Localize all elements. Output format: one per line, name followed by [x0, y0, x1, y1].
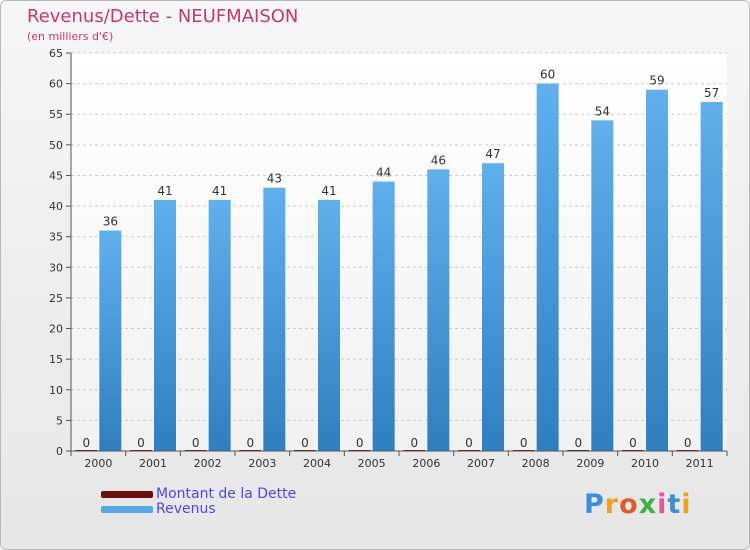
data-label-dette: 0	[411, 436, 419, 450]
data-labels: 0 36 0 41 0 41 0 43 0 41 0 44 0 46 0 47 0 60 0 54 0 59 0 57	[83, 68, 720, 450]
data-label-dette: 0	[629, 436, 637, 450]
logo-letter: i	[657, 489, 668, 520]
legend-item-revenus: Revenus	[101, 501, 216, 517]
x-tick-label: 2000	[84, 457, 112, 470]
bar-revenus	[482, 163, 504, 451]
logo-letter: o	[619, 489, 639, 520]
y-tick-label: 55	[49, 108, 63, 121]
y-tick-label: 25	[49, 292, 63, 305]
plot-area	[71, 53, 727, 451]
bar-revenus	[700, 101, 723, 451]
bar-revenus	[591, 120, 614, 451]
data-label-revenus: 44	[376, 166, 391, 180]
logo-letter: i	[681, 489, 692, 520]
y-tick-label: 45	[49, 169, 63, 182]
bar-revenus	[154, 199, 176, 451]
x-tick-label: 2006	[412, 457, 440, 470]
x-tick-label: 2008	[522, 457, 550, 470]
data-label-revenus: 47	[485, 147, 500, 161]
bar-revenus	[536, 83, 559, 451]
data-label-dette: 0	[192, 436, 200, 450]
data-label-revenus: 60	[540, 68, 555, 82]
y-tick-label: 35	[49, 231, 63, 244]
data-label-dette: 0	[83, 436, 91, 450]
bar-revenus	[372, 181, 395, 452]
x-tick-label: 2004	[303, 457, 331, 470]
data-label-revenus: 59	[649, 74, 664, 88]
grid-lines	[71, 52, 727, 452]
y-tick-label: 30	[49, 261, 63, 274]
y-tick-label: 20	[49, 323, 63, 336]
data-label-dette: 0	[465, 436, 473, 450]
x-tick-label: 2010	[631, 457, 659, 470]
data-label-revenus: 46	[431, 153, 446, 167]
x-tick-label: 2002	[194, 457, 222, 470]
data-label-dette: 0	[684, 436, 692, 450]
legend-item-dette: Montant de la Dette	[101, 486, 297, 502]
data-label-revenus: 57	[704, 86, 719, 100]
y-tick-label: 5	[56, 414, 63, 427]
x-tick-label: 2005	[358, 457, 386, 470]
data-label-dette: 0	[301, 436, 309, 450]
logo-letter: r	[604, 489, 620, 520]
proxiti-logo: Proxiti	[584, 489, 692, 520]
logo-letter: x	[638, 489, 658, 520]
data-label-dette: 0	[575, 436, 583, 450]
chart-title: Revenus/Dette - NEUFMAISON	[27, 6, 299, 27]
data-label-dette: 0	[247, 436, 255, 450]
y-tick-label: 0	[56, 445, 63, 458]
data-label-revenus: 41	[212, 184, 227, 198]
chart-subtitle: (en milliers d'€)	[27, 30, 114, 43]
logo-letter: P	[584, 489, 605, 520]
data-label-revenus: 54	[595, 104, 610, 118]
legend-label-revenus: Revenus	[156, 501, 216, 517]
bar-revenus	[263, 187, 286, 451]
x-tick-label: 2009	[576, 457, 604, 470]
y-tick-label: 65	[49, 47, 63, 60]
y-tick-label: 50	[49, 139, 63, 152]
y-tick-label: 40	[49, 200, 63, 213]
data-label-dette: 0	[137, 436, 145, 450]
x-tick-label: 2007	[467, 457, 495, 470]
bar-revenus	[318, 199, 340, 451]
data-label-revenus: 43	[267, 172, 282, 186]
y-tick-label: 15	[49, 353, 63, 366]
data-label-revenus: 36	[103, 215, 118, 229]
bar-revenus	[427, 169, 450, 452]
x-tick-label: 2003	[248, 457, 276, 470]
data-label-dette: 0	[356, 436, 364, 450]
bar-revenus	[646, 89, 668, 451]
legend-swatch-revenus	[101, 505, 153, 513]
x-tick-label: 2001	[139, 457, 167, 470]
legend-swatch-dette	[101, 490, 153, 498]
axes: 0 5 10 15 20 25 30 35 40 45 50 55 60 65 2000 2001 2002 20…	[49, 47, 728, 470]
bars	[75, 83, 723, 452]
y-tick-label: 60	[49, 78, 63, 91]
bar-revenus	[99, 230, 122, 451]
legend-label-dette: Montant de la Dette	[156, 486, 297, 502]
logo-letter: t	[667, 489, 682, 520]
bar-revenus	[208, 199, 231, 451]
y-tick-label: 10	[49, 384, 63, 397]
data-label-revenus: 41	[157, 184, 172, 198]
x-tick-label: 2011	[686, 457, 714, 470]
data-label-dette: 0	[520, 436, 528, 450]
data-label-revenus: 41	[321, 184, 336, 198]
